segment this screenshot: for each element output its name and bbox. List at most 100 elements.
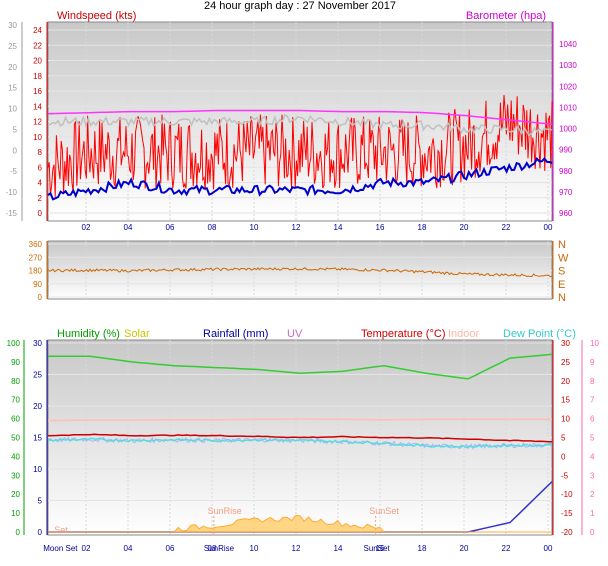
- axis-ticks: 0202040406060808101012121414161618182020…: [5, 21, 599, 553]
- temperature-line: [47, 433, 553, 443]
- dewpoint-line: [47, 437, 553, 449]
- direction-tick: 360: [29, 240, 43, 249]
- dewpoint-label: Dew Point (°C): [503, 328, 576, 340]
- temp-tick: 10: [561, 415, 570, 424]
- barometer-tick: 1000: [559, 125, 577, 134]
- temp-tick: -15: [561, 509, 573, 518]
- direction-tick: 180: [29, 267, 43, 276]
- windspeed-tick: 12: [33, 118, 42, 127]
- humidity-tick: 90: [11, 358, 20, 367]
- barometer-tick: 1020: [559, 82, 577, 91]
- humidity-tick: 10: [11, 509, 20, 518]
- x-tick-label: 22: [502, 223, 511, 232]
- x-tick-label-bottom: 16: [376, 544, 385, 553]
- far-left-tick: -10: [5, 188, 17, 197]
- uv-tick: 8: [590, 377, 595, 386]
- uv-tick: 5: [590, 434, 595, 443]
- wind-grey-line: [47, 113, 553, 137]
- compass-tick: E: [558, 279, 565, 291]
- far-left-tick: -5: [10, 167, 18, 176]
- windspeed-tick: 6: [38, 163, 43, 172]
- humidity-tick: 0: [16, 528, 21, 537]
- temp-tick: -10: [561, 490, 573, 499]
- uv-tick: 7: [590, 396, 595, 405]
- windspeed-tick: 16: [33, 87, 42, 96]
- rainfall-label: Rainfall (mm): [203, 328, 268, 340]
- windspeed-tick: 18: [33, 72, 42, 81]
- far-left-tick: -15: [5, 209, 17, 218]
- temp-tick: 5: [561, 434, 566, 443]
- windspeed-tick: 22: [33, 41, 42, 50]
- barometer-line: [47, 109, 553, 126]
- x-tick-label: 18: [418, 223, 427, 232]
- barometer-label: Barometer (hpa): [466, 10, 546, 22]
- compass-tick: W: [558, 252, 569, 264]
- uv-tick: 9: [590, 358, 595, 367]
- x-tick-label-bottom: 18: [418, 544, 427, 553]
- humidity-tick: 70: [11, 396, 20, 405]
- uv-tick: 4: [590, 452, 595, 461]
- x-tick-label-bottom: 06: [166, 544, 175, 553]
- direction-tick: 270: [29, 253, 43, 262]
- x-tick-label-bottom: 02: [82, 544, 91, 553]
- bottom-event-label: SunSet: [364, 544, 391, 553]
- compass-tick: N: [558, 239, 566, 251]
- x-tick-label: 10: [250, 223, 259, 232]
- far-left-tick: 0: [13, 146, 18, 155]
- uv-tick: 6: [590, 415, 595, 424]
- windspeed-tick: 10: [33, 133, 42, 142]
- humidity-tick: 60: [11, 415, 20, 424]
- x-tick-label: 12: [292, 223, 301, 232]
- x-tick-label-bottom: 22: [502, 544, 511, 553]
- temp-tick: 25: [561, 358, 570, 367]
- wind-direction-line: [47, 266, 553, 278]
- indoor-temp-line: [47, 418, 552, 422]
- barometer-tick: 970: [559, 188, 573, 197]
- x-tick-label-bottom: 20: [460, 544, 469, 553]
- uv-tick: 0: [590, 528, 595, 537]
- windspeed-tick: 2: [38, 194, 43, 203]
- temp-tick: -20: [561, 528, 573, 537]
- x-tick-label-bottom: 12: [292, 544, 301, 553]
- barometer-tick: 1010: [559, 103, 577, 112]
- rain-tick: 20: [33, 402, 42, 411]
- temp-tick: -5: [561, 471, 569, 480]
- bottom-event-label: SunRise: [204, 544, 235, 553]
- windspeed-tick: 4: [38, 179, 43, 188]
- sun-annotation: SunRise: [208, 506, 242, 516]
- far-left-tick: 5: [13, 125, 18, 134]
- annotations: Set SunRise SunSet Moon Set SunRise SunSet: [43, 506, 399, 553]
- windspeed-tick: 24: [33, 26, 42, 35]
- sun-annotation: Set: [54, 525, 68, 535]
- direction-tick: 90: [33, 280, 42, 289]
- rain-tick: 5: [38, 497, 43, 506]
- uv-tick: 1: [590, 509, 595, 518]
- compass-tick: N: [558, 292, 566, 304]
- sun-annotation: SunSet: [369, 506, 399, 516]
- bottom-event-label: Moon Set: [43, 544, 78, 553]
- x-tick-label: 08: [208, 223, 217, 232]
- x-tick-label: 16: [376, 223, 385, 232]
- x-tick-label-bottom: 04: [124, 544, 133, 553]
- x-tick-label: 02: [82, 223, 91, 232]
- x-tick-label: 04: [124, 223, 133, 232]
- rain-tick: 30: [33, 339, 42, 348]
- solar-label: Solar: [124, 328, 150, 340]
- uv-label: UV: [287, 328, 303, 340]
- humidity-tick: 30: [11, 471, 20, 480]
- rain-tick: 10: [33, 465, 42, 474]
- humidity-line: [48, 353, 553, 380]
- windspeed-gust-line: [47, 94, 553, 197]
- temp-tick: 20: [561, 377, 570, 386]
- windspeed-tick: 20: [33, 57, 42, 66]
- series-lines: [47, 94, 553, 533]
- temperature-label: Temperature (°C): [361, 328, 445, 340]
- direction-tick: 0: [38, 293, 43, 302]
- humidity-tick: 80: [11, 377, 20, 386]
- humidity-label: Humidity (%): [57, 328, 120, 340]
- rain-tick: 15: [33, 434, 42, 443]
- barometer-tick: 990: [559, 146, 573, 155]
- x-tick-label: 20: [460, 223, 469, 232]
- x-tick-label: 06: [166, 223, 175, 232]
